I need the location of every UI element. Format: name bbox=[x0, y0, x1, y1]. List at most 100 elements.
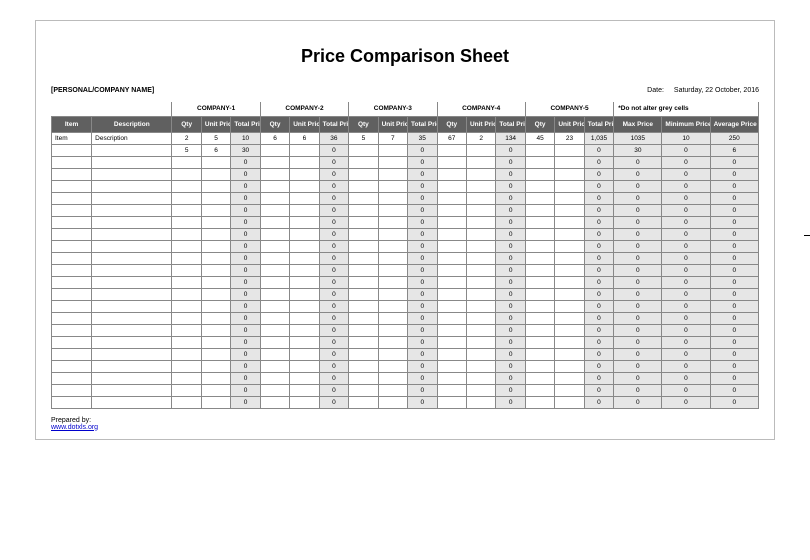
cell[interactable] bbox=[525, 396, 554, 408]
cell[interactable] bbox=[555, 204, 584, 216]
cell[interactable] bbox=[201, 372, 230, 384]
cell[interactable]: 0 bbox=[662, 360, 710, 372]
cell[interactable] bbox=[437, 276, 466, 288]
cell[interactable] bbox=[525, 240, 554, 252]
cell[interactable] bbox=[525, 288, 554, 300]
cell[interactable]: 0 bbox=[584, 264, 613, 276]
cell[interactable] bbox=[92, 324, 172, 336]
cell[interactable] bbox=[378, 372, 407, 384]
cell[interactable] bbox=[201, 312, 230, 324]
cell[interactable] bbox=[260, 192, 289, 204]
cell[interactable]: 30 bbox=[231, 144, 260, 156]
cell[interactable] bbox=[290, 240, 319, 252]
cell[interactable] bbox=[290, 336, 319, 348]
cell[interactable] bbox=[437, 192, 466, 204]
cell[interactable] bbox=[92, 384, 172, 396]
cell[interactable] bbox=[92, 168, 172, 180]
cell[interactable] bbox=[349, 288, 378, 300]
cell[interactable] bbox=[555, 276, 584, 288]
cell[interactable] bbox=[378, 312, 407, 324]
cell[interactable] bbox=[172, 348, 201, 360]
cell[interactable] bbox=[437, 240, 466, 252]
cell[interactable] bbox=[290, 276, 319, 288]
cell[interactable]: 0 bbox=[710, 180, 758, 192]
cell[interactable] bbox=[290, 360, 319, 372]
cell[interactable] bbox=[290, 372, 319, 384]
cell[interactable] bbox=[466, 372, 495, 384]
cell[interactable]: 0 bbox=[496, 396, 525, 408]
cell[interactable]: 0 bbox=[710, 276, 758, 288]
cell[interactable] bbox=[52, 204, 92, 216]
cell[interactable]: 0 bbox=[408, 276, 437, 288]
cell[interactable] bbox=[555, 144, 584, 156]
cell[interactable]: 0 bbox=[614, 288, 662, 300]
cell[interactable] bbox=[92, 204, 172, 216]
cell[interactable]: 6 bbox=[201, 144, 230, 156]
cell[interactable] bbox=[349, 360, 378, 372]
cell[interactable]: 0 bbox=[408, 180, 437, 192]
cell[interactable] bbox=[172, 228, 201, 240]
cell[interactable] bbox=[52, 288, 92, 300]
cell[interactable] bbox=[555, 240, 584, 252]
cell[interactable]: 0 bbox=[319, 240, 348, 252]
cell[interactable] bbox=[378, 180, 407, 192]
cell[interactable] bbox=[437, 156, 466, 168]
cell[interactable]: 2 bbox=[466, 132, 495, 144]
cell[interactable]: 45 bbox=[525, 132, 554, 144]
cell[interactable] bbox=[349, 204, 378, 216]
cell[interactable]: 0 bbox=[584, 156, 613, 168]
cell[interactable] bbox=[378, 324, 407, 336]
cell[interactable]: 0 bbox=[614, 180, 662, 192]
cell[interactable]: 0 bbox=[408, 396, 437, 408]
cell[interactable] bbox=[466, 180, 495, 192]
cell[interactable]: 0 bbox=[614, 384, 662, 396]
cell[interactable] bbox=[437, 312, 466, 324]
cell[interactable]: 0 bbox=[408, 348, 437, 360]
cell[interactable] bbox=[349, 312, 378, 324]
cell[interactable]: 0 bbox=[584, 324, 613, 336]
cell[interactable] bbox=[290, 144, 319, 156]
cell[interactable]: 0 bbox=[710, 228, 758, 240]
cell[interactable] bbox=[92, 240, 172, 252]
cell[interactable] bbox=[349, 180, 378, 192]
cell[interactable] bbox=[378, 240, 407, 252]
cell[interactable] bbox=[466, 336, 495, 348]
cell[interactable]: 0 bbox=[662, 288, 710, 300]
cell[interactable]: 0 bbox=[231, 240, 260, 252]
cell[interactable]: 0 bbox=[710, 240, 758, 252]
cell[interactable] bbox=[260, 168, 289, 180]
cell[interactable]: 0 bbox=[319, 204, 348, 216]
cell[interactable]: 0 bbox=[408, 252, 437, 264]
cell[interactable]: 1,035 bbox=[584, 132, 613, 144]
cell[interactable] bbox=[52, 300, 92, 312]
cell[interactable]: 0 bbox=[319, 360, 348, 372]
cell[interactable] bbox=[290, 180, 319, 192]
cell[interactable]: 0 bbox=[662, 216, 710, 228]
cell[interactable]: 0 bbox=[584, 372, 613, 384]
cell[interactable] bbox=[52, 396, 92, 408]
cell[interactable] bbox=[555, 216, 584, 228]
cell[interactable]: 0 bbox=[319, 216, 348, 228]
cell[interactable] bbox=[437, 396, 466, 408]
cell[interactable] bbox=[378, 300, 407, 312]
cell[interactable] bbox=[260, 300, 289, 312]
cell[interactable]: 0 bbox=[319, 264, 348, 276]
cell[interactable]: 0 bbox=[614, 300, 662, 312]
cell[interactable]: 0 bbox=[614, 240, 662, 252]
cell[interactable] bbox=[172, 336, 201, 348]
cell[interactable] bbox=[290, 264, 319, 276]
cell[interactable]: 0 bbox=[662, 252, 710, 264]
cell[interactable]: 0 bbox=[584, 348, 613, 360]
cell[interactable] bbox=[378, 384, 407, 396]
cell[interactable] bbox=[290, 252, 319, 264]
cell[interactable] bbox=[201, 336, 230, 348]
cell[interactable]: 0 bbox=[614, 252, 662, 264]
cell[interactable] bbox=[52, 348, 92, 360]
cell[interactable]: 0 bbox=[231, 360, 260, 372]
cell[interactable]: Description bbox=[92, 132, 172, 144]
cell[interactable]: 5 bbox=[201, 132, 230, 144]
cell[interactable] bbox=[290, 228, 319, 240]
cell[interactable] bbox=[349, 144, 378, 156]
cell[interactable]: 0 bbox=[584, 300, 613, 312]
cell[interactable] bbox=[260, 216, 289, 228]
